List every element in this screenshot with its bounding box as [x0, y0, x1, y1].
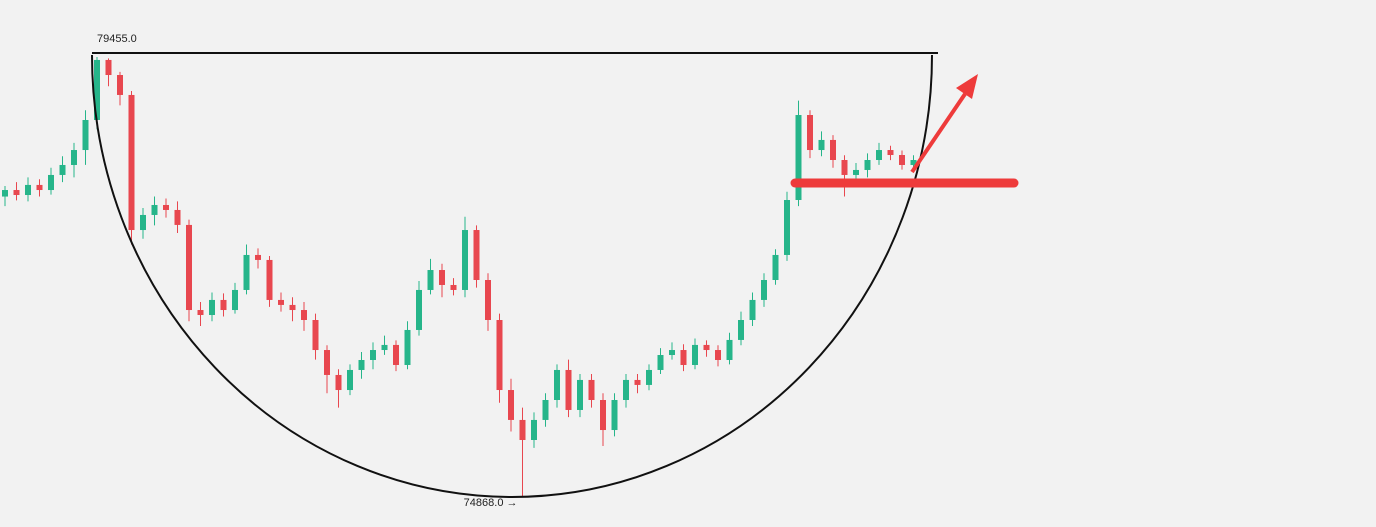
candle-body: [2, 190, 8, 197]
candle-body: [692, 344, 698, 365]
candle-body: [381, 344, 388, 351]
candle-body: [519, 419, 526, 440]
candle-body: [94, 59, 100, 120]
candle-body: [48, 174, 54, 191]
candle-body: [140, 214, 146, 231]
candle-body: [577, 379, 583, 410]
candle-body: [680, 350, 687, 365]
candle-body: [531, 419, 537, 440]
candle-body: [209, 299, 215, 316]
candle-body: [623, 379, 629, 400]
candle-body: [853, 169, 859, 175]
candle-body: [163, 204, 169, 210]
candle-body: [416, 289, 422, 330]
candle-body: [13, 190, 20, 196]
candle-body: [151, 204, 158, 215]
candle-body: [174, 209, 181, 225]
candle-body: [715, 350, 721, 360]
candle-body: [669, 350, 675, 356]
candle-body: [634, 379, 641, 385]
candle-body: [876, 150, 882, 160]
candle-body: [910, 159, 917, 165]
candle-body: [59, 164, 66, 175]
candle-body: [542, 399, 549, 420]
candle-body: [25, 184, 31, 196]
candle-body: [818, 139, 825, 151]
candle-body: [450, 284, 457, 290]
candle-body: [565, 369, 572, 410]
candle-body: [841, 159, 848, 175]
candle-body: [71, 150, 77, 165]
arrow-head: [956, 74, 978, 99]
candle-body: [347, 369, 353, 391]
candle-body: [588, 379, 595, 400]
candle-body: [784, 199, 790, 255]
candle-body: [232, 289, 238, 311]
candle-body: [312, 319, 319, 351]
candle-body: [255, 254, 261, 260]
candle-body: [324, 350, 330, 375]
candle-body: [128, 94, 135, 231]
candle-body: [105, 59, 112, 76]
candle-body: [197, 310, 204, 316]
candle-body: [427, 270, 434, 290]
candle-body: [772, 254, 779, 280]
candle-body: [726, 339, 733, 360]
candle-body: [887, 150, 894, 156]
candle-body: [795, 115, 802, 200]
candle-body: [496, 319, 503, 391]
candle-body: [738, 319, 744, 340]
candle-body: [749, 299, 756, 320]
candle-body: [807, 115, 813, 151]
candle-body: [301, 310, 307, 320]
breakout-arrow: [910, 92, 967, 174]
candle-body: [703, 344, 710, 351]
candle-body: [36, 184, 43, 191]
high-label: 79455.0: [97, 33, 137, 45]
candle-body: [393, 344, 399, 365]
candle-body: [220, 299, 227, 311]
candle-body: [611, 399, 618, 431]
candle-body: [473, 230, 480, 280]
candle-body: [266, 259, 273, 300]
candle-body: [761, 279, 767, 300]
candle-body: [439, 270, 445, 285]
candle-body: [899, 155, 905, 165]
candle-body: [370, 350, 376, 360]
candle-body: [554, 369, 560, 400]
candle-body: [117, 75, 123, 95]
cup-arc: [91, 54, 933, 498]
candle-body: [243, 254, 250, 290]
candle-body: [278, 299, 284, 305]
candle-body: [82, 119, 89, 151]
candle-body: [462, 230, 468, 290]
candle-body: [646, 369, 652, 385]
candle-body: [830, 139, 836, 160]
candle-body: [404, 329, 411, 365]
candle-body: [289, 304, 296, 311]
candle-body: [600, 399, 606, 431]
candles: [2, 56, 917, 497]
candle-body: [358, 359, 365, 370]
candle-body: [864, 159, 871, 170]
low-label: 74868.0 →: [464, 497, 518, 509]
candle-body: [186, 224, 192, 311]
candle-body: [657, 355, 664, 370]
candle-body: [485, 279, 491, 320]
candle-body: [335, 374, 342, 391]
candle-body: [508, 390, 514, 420]
